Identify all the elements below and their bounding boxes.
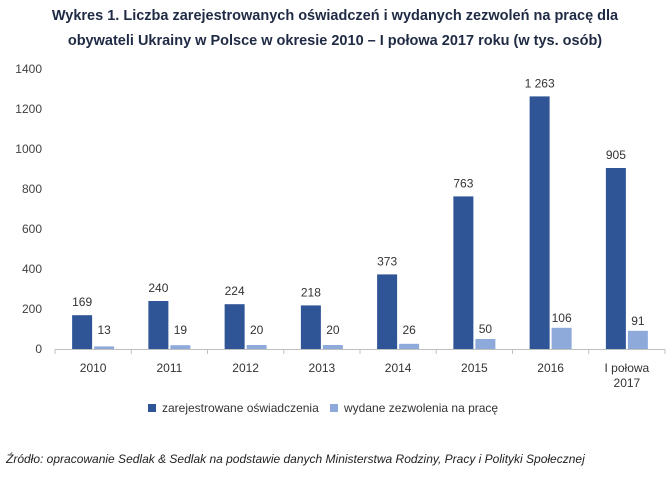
bar-declarations <box>377 274 398 349</box>
data-label-permits: 50 <box>479 322 493 336</box>
x-tick-label: 2013 <box>309 361 336 375</box>
data-label-permits: 26 <box>402 323 416 337</box>
y-tick-label: 400 <box>22 262 42 276</box>
data-label-permits: 20 <box>250 323 264 337</box>
bar-declarations <box>148 301 169 349</box>
bar-permits <box>399 343 420 349</box>
x-tick-label: I połowa <box>605 361 650 375</box>
legend-swatch-permits <box>330 404 338 412</box>
data-label-permits: 20 <box>326 323 340 337</box>
x-tick-label: 2010 <box>80 361 107 375</box>
data-label-declarations: 169 <box>72 295 92 309</box>
x-tick-label: 2016 <box>537 361 564 375</box>
data-label-declarations: 763 <box>453 176 473 190</box>
chart-title-line-2: obywateli Ukrainy w Polsce w okresie 201… <box>67 33 603 49</box>
data-label-permits: 19 <box>174 323 188 337</box>
bar-declarations <box>300 305 321 349</box>
x-tick-label: 2012 <box>232 361 259 375</box>
y-tick-label: 600 <box>22 222 42 236</box>
data-label-declarations: 373 <box>377 254 397 268</box>
bar-permits <box>246 345 267 349</box>
x-tick-label: 2011 <box>156 361 182 375</box>
bar-declarations <box>529 96 550 350</box>
y-tick-label: 1400 <box>15 62 42 76</box>
y-tick-label: 1200 <box>15 102 42 116</box>
x-tick-label: 2017 <box>614 376 641 390</box>
data-label-declarations: 905 <box>606 148 626 162</box>
y-tick-label: 800 <box>22 182 42 196</box>
chart-title-line-1: Wykres 1. Liczba zarejestrowanych oświad… <box>51 8 619 24</box>
bar-permits <box>170 345 191 349</box>
data-label-declarations: 218 <box>301 285 321 299</box>
data-label-permits: 13 <box>97 323 111 337</box>
chart-title: Wykres 1. Liczba zarejestrowanych oświad… <box>0 4 670 54</box>
data-label-declarations: 240 <box>148 281 168 295</box>
bar-declarations <box>453 196 474 349</box>
y-tick-label: 200 <box>22 302 42 316</box>
bar-permits <box>94 346 115 349</box>
y-tick-label: 0 <box>35 342 42 356</box>
bar-chart: 0 200 400 600 800 1000 1200 1400 169 13 2010 240 19 2… <box>15 62 666 415</box>
bar-permits <box>627 330 648 349</box>
bar-permits <box>551 327 572 349</box>
bar-permits <box>322 345 343 349</box>
bar-permits <box>475 339 496 349</box>
data-label-permits: 91 <box>631 314 645 328</box>
legend-swatch-declarations <box>148 404 156 412</box>
source-note: Źródło: opracowanie Sedlak & Sedlak na p… <box>6 452 585 466</box>
bar-declarations <box>224 304 245 349</box>
legend-label-permits: wydane zezwolenia na pracę <box>343 401 498 415</box>
data-label-declarations: 1 263 <box>525 76 555 90</box>
bar-declarations <box>605 168 626 349</box>
legend-label-declarations: zarejestrowane oświadczenia <box>162 401 319 415</box>
bar-declarations <box>72 315 93 349</box>
x-tick-label: 2014 <box>385 361 412 375</box>
data-label-permits: 106 <box>552 311 572 325</box>
x-tick-label: 2015 <box>461 361 488 375</box>
data-label-declarations: 224 <box>225 284 245 298</box>
y-tick-label: 1000 <box>15 142 42 156</box>
